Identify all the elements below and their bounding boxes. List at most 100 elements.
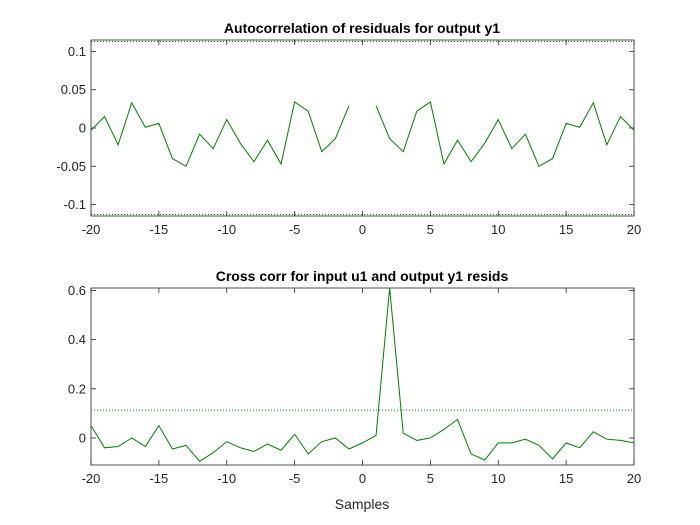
autocorrelation-data-point (308, 111, 309, 112)
autocorrelation-y-tick-label: -0.05 (56, 159, 86, 174)
autocorrelation-x-tick-label: -20 (82, 222, 101, 237)
autocorrelation-axes: Autocorrelation of residuals for output … (56, 20, 641, 237)
x-axis-label: Samples (335, 496, 389, 512)
autocorrelation-data-point (321, 151, 322, 152)
autocorrelation-data-point (158, 123, 159, 124)
cross-correlation-x-tick-label: -5 (289, 471, 301, 486)
cross-correlation-data-point (335, 437, 336, 438)
autocorrelation-y-tick-label: -0.1 (64, 197, 86, 212)
cross-correlation-data-point (430, 437, 431, 438)
autocorrelation-data-point (403, 151, 404, 152)
cross-correlation-data-point (172, 449, 173, 450)
cross-correlation-data-point (525, 439, 526, 440)
autocorrelation-data-point (634, 130, 635, 131)
autocorrelation-data-point (538, 166, 539, 167)
autocorrelation-data-point (104, 116, 105, 117)
autocorrelation-x-tick-label: -5 (289, 222, 301, 237)
cross-correlation-data-point (606, 439, 607, 440)
cross-correlation-data-point (186, 445, 187, 446)
autocorrelation-data-point (376, 105, 377, 106)
cross-correlation-x-tick-label: 0 (359, 471, 366, 486)
autocorrelation-data-point (131, 102, 132, 103)
autocorrelation-data-point (335, 138, 336, 139)
autocorrelation-data-point (579, 127, 580, 128)
cross-correlation-x-tick-label: -20 (82, 471, 101, 486)
autocorrelation-data-point (199, 134, 200, 135)
cross-correlation-data-point (253, 451, 254, 452)
autocorrelation-y-tick-label: 0.05 (61, 82, 86, 97)
cross-correlation-data-point (104, 447, 105, 448)
autocorrelation-x-tick-label: 5 (427, 222, 434, 237)
cross-correlation-data-point (538, 445, 539, 446)
autocorrelation-x-tick-label: 15 (559, 222, 573, 237)
cross-correlation-data-point (362, 442, 363, 443)
autocorrelation-data-point (294, 101, 295, 102)
autocorrelation-data-point (498, 119, 499, 120)
autocorrelation-data-point (471, 161, 472, 162)
cross-correlation-data-point (484, 460, 485, 461)
cross-correlation-data-point (634, 442, 635, 443)
cross-correlation-data-point (376, 435, 377, 436)
cross-correlation-y-tick-label: 0.4 (68, 332, 86, 347)
autocorrelation-data-point (511, 148, 512, 149)
cross-correlation-data-point (498, 442, 499, 443)
cross-correlation-data-point (579, 447, 580, 448)
autocorrelation-data-point (267, 140, 268, 141)
cross-correlation-series-line (90, 287, 635, 462)
cross-correlation-data-point (118, 446, 119, 447)
cross-correlation-data-point (267, 444, 268, 445)
cross-correlation-data-point (321, 441, 322, 442)
autocorrelation-x-tick-label: -15 (149, 222, 168, 237)
autocorrelation-data-point (281, 163, 282, 164)
cross-correlation-data-point (158, 425, 159, 426)
autocorrelation-y-tick-label: 0 (79, 121, 86, 136)
autocorrelation-data-point (226, 119, 227, 120)
cross-correlation-y-tick-label: 0.6 (68, 283, 86, 298)
autocorrelation-x-tick-label: -10 (217, 222, 236, 237)
autocorrelation-data-point (593, 102, 594, 103)
autocorrelation-data-point (552, 158, 553, 159)
autocorrelation-data-point (566, 123, 567, 124)
autocorrelation-data-point (484, 143, 485, 144)
autocorrelation-data-point (118, 144, 119, 145)
cross-correlation-data-point (294, 434, 295, 435)
cross-correlation-x-tick-label: -15 (149, 471, 168, 486)
autocorrelation-data-point (253, 161, 254, 162)
cross-correlation-data-point (511, 442, 512, 443)
cross-correlation-data-point (416, 440, 417, 441)
cross-correlation-data-point (240, 447, 241, 448)
cross-correlation-data-point (471, 453, 472, 454)
autocorrelation-plot-area: -20 -15 -10 -5 0 5 10 15 20 -0.1 -0.05 0 0.05 0.1 (56, 39, 641, 237)
cross-correlation-data-point (457, 419, 458, 420)
autocorrelation-data-point (91, 130, 92, 131)
cross-correlation-data-point (348, 449, 349, 450)
cross-correlation-x-tick-label: 10 (491, 471, 505, 486)
autocorrelation-x-tick-label: 0 (359, 222, 366, 237)
cross-correlation-data-point (593, 431, 594, 432)
autocorrelation-data-point (213, 148, 214, 149)
autocorrelation-data-point (240, 143, 241, 144)
autocorrelation-data-point (389, 138, 390, 139)
cross-correlation-data-point (620, 440, 621, 441)
cross-correlation-x-tick-label: 5 (427, 471, 434, 486)
autocorrelation-data-point (457, 140, 458, 141)
autocorrelation-series-line (90, 101, 635, 167)
cross-correlation-data-point (389, 288, 390, 289)
cross-correlation-plot-area: -20 -15 -10 -5 0 5 10 15 20 0 0.2 0.4 0.6 (68, 283, 641, 486)
autocorrelation-data-point (416, 111, 417, 112)
cross-correlation-y-tick-label: 0 (79, 430, 86, 445)
autocorrelation-x-tick-label: 20 (627, 222, 641, 237)
autocorrelation-data-point (525, 134, 526, 135)
cross-correlation-data-point (403, 433, 404, 434)
cross-correlation-axes: Cross corr for input u1 and output y1 re… (68, 268, 641, 486)
cross-correlation-data-point (443, 429, 444, 430)
cross-correlation-x-tick-label: -10 (217, 471, 236, 486)
autocorrelation-y-tick-label: 0.1 (68, 44, 86, 59)
autocorrelation-data-point (186, 166, 187, 167)
cross-correlation-data-point (281, 450, 282, 451)
autocorrelation-x-tick-label: 10 (491, 222, 505, 237)
cross-correlation-y-tick-label: 0.2 (68, 381, 86, 396)
cross-correlation-data-point (213, 452, 214, 453)
